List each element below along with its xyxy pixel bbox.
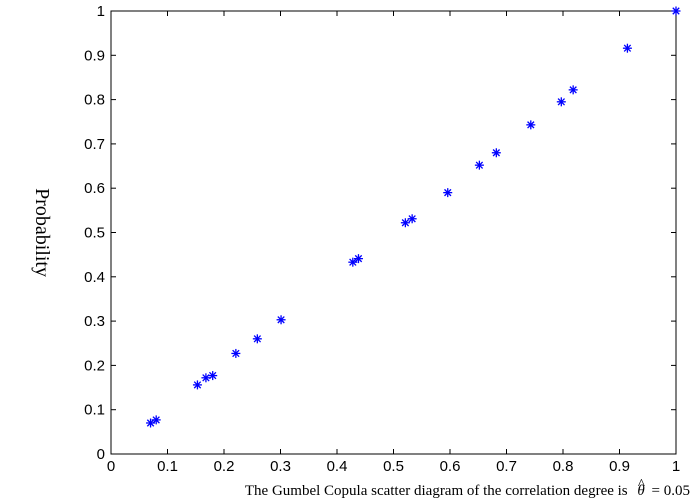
x-tick-label: 0.4 bbox=[327, 458, 348, 475]
y-tick-label: 0 bbox=[97, 446, 105, 463]
y-tick-label: 0.6 bbox=[84, 180, 105, 197]
y-tick-label: 0.7 bbox=[84, 136, 105, 153]
x-tick-label: 0.7 bbox=[496, 458, 517, 475]
data-point bbox=[443, 188, 453, 198]
data-point bbox=[400, 218, 410, 228]
data-point bbox=[276, 315, 286, 325]
x-tick-label: 0.2 bbox=[214, 458, 235, 475]
y-tick-label: 0.1 bbox=[84, 402, 105, 419]
x-tick-label: 0.3 bbox=[270, 458, 291, 475]
data-point bbox=[353, 254, 363, 264]
x-tick-label: 0.6 bbox=[440, 458, 461, 475]
data-point bbox=[231, 348, 241, 358]
y-tick-label: 0.2 bbox=[84, 357, 105, 374]
data-point bbox=[192, 380, 202, 390]
data-point bbox=[252, 334, 262, 344]
x-axis-ticks: 0 0.1 0.2 0.3 0.4 0.5 0.6 0.7 0.8 0.9 1 bbox=[107, 11, 680, 475]
data-point bbox=[491, 148, 501, 158]
y-tick-label: 1 bbox=[97, 3, 105, 20]
y-tick-label: 0.9 bbox=[84, 47, 105, 64]
x-axis-label-theta: θ bbox=[637, 483, 645, 499]
x-tick-label: 0.5 bbox=[383, 458, 404, 475]
data-point bbox=[556, 97, 566, 107]
data-point bbox=[526, 120, 536, 130]
data-point bbox=[474, 160, 484, 170]
x-axis-label-value: = 0.05 bbox=[652, 483, 690, 499]
y-axis-ticks: 0 0.1 0.2 0.3 0.4 0.5 0.6 0.7 0.8 0.9 1 bbox=[84, 3, 676, 463]
data-point bbox=[208, 371, 218, 381]
x-axis-label-text: The Gumbel Copula scatter diagram of the… bbox=[245, 483, 628, 499]
data-point bbox=[151, 415, 161, 425]
x-tick-label: 0.8 bbox=[553, 458, 574, 475]
data-points bbox=[146, 6, 681, 428]
x-tick-label: 1 bbox=[672, 458, 680, 475]
x-tick-label: 0.9 bbox=[609, 458, 630, 475]
x-tick-label: 0.1 bbox=[157, 458, 178, 475]
y-tick-label: 0.4 bbox=[84, 269, 105, 286]
x-axis-label-theta-hat: ^ bbox=[638, 477, 645, 493]
x-axis-label: The Gumbel Copula scatter diagram of the… bbox=[245, 483, 690, 499]
data-point bbox=[568, 85, 578, 95]
plot-area-frame bbox=[110, 10, 677, 455]
y-axis-label: Probability bbox=[31, 188, 53, 277]
data-point bbox=[671, 6, 681, 16]
y-tick-label: 0.5 bbox=[84, 225, 105, 242]
y-tick-label: 0.3 bbox=[84, 313, 105, 330]
y-tick-label: 0.8 bbox=[84, 92, 105, 109]
x-tick-label: 0 bbox=[107, 458, 115, 475]
data-point bbox=[201, 373, 211, 383]
data-point bbox=[146, 418, 156, 428]
data-point bbox=[622, 43, 632, 53]
data-point bbox=[407, 214, 417, 224]
